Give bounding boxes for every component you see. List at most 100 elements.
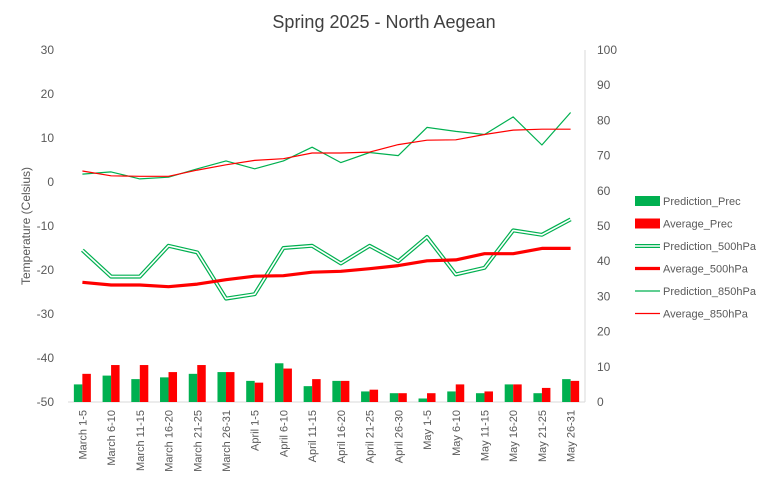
line-Average_500hPa	[82, 246, 571, 289]
bar-Prediction_Prec	[447, 391, 456, 402]
bar-Prediction_Prec	[533, 393, 542, 402]
x-tick-label: May 6-10	[451, 410, 463, 456]
line-Prediction_500hPa-inner	[81, 218, 571, 300]
bar-Average_Prec	[168, 372, 178, 402]
x-tick-label: May 1-5	[422, 410, 434, 450]
bar-Prediction_Prec	[217, 372, 226, 402]
bar-Average_Prec	[369, 389, 379, 402]
y-tick-label: -10	[37, 219, 55, 233]
y2-tick-label: 0	[597, 395, 604, 409]
bar-Prediction_Prec	[562, 379, 571, 402]
bar-Average_Prec	[312, 379, 321, 402]
bar-Average_Prec	[484, 391, 493, 402]
bar-Average_Prec	[225, 372, 235, 402]
y2-tick-label: 90	[597, 78, 611, 92]
legend-item: Average_500hPa	[635, 264, 749, 276]
y2-tick-label: 50	[597, 219, 611, 233]
line-Average_850hPa	[82, 128, 571, 177]
y-tick-label: 0	[47, 175, 54, 189]
legend-swatch	[635, 196, 660, 206]
y-tick-label: -20	[37, 263, 55, 277]
legend-swatch	[635, 218, 660, 229]
y2-tick-label: 60	[597, 184, 611, 198]
bar-Prediction_Prec	[332, 380, 341, 402]
legend-item: Average_Prec	[635, 218, 733, 231]
legend-item: Prediction_850hPa	[635, 286, 757, 298]
bar-Average_Prec	[82, 373, 91, 402]
x-tick-label: April 6-10	[278, 410, 290, 457]
x-tick-label: May 16-20	[508, 410, 520, 462]
bar-Prediction_Prec	[361, 391, 370, 402]
bar-Average_Prec	[340, 380, 350, 402]
y2-tick-label: 70	[597, 149, 611, 163]
y-tick-label: -50	[37, 395, 55, 409]
legend-label: Average_Prec	[663, 219, 733, 231]
x-tick-label: March 6-10	[106, 410, 118, 466]
bar-Average_Prec	[541, 387, 551, 402]
y-tick-label: 30	[41, 43, 55, 57]
legend-item: Prediction_Prec	[635, 196, 741, 208]
legend-item: Prediction_500hPa	[635, 241, 757, 253]
y2-tick-label: 10	[597, 360, 611, 374]
bar-Average_Prec	[254, 382, 264, 402]
bar-Prediction_Prec	[504, 384, 514, 402]
x-tick-label: April 11-15	[307, 410, 319, 462]
bar-Prediction_Prec	[475, 393, 485, 402]
y2-tick-label: 40	[597, 254, 611, 268]
x-tick-label: May 26-31	[566, 410, 578, 462]
bar-Average_Prec	[513, 384, 522, 402]
bar-Average_Prec	[139, 365, 149, 402]
x-tick-label: April 26-30	[393, 410, 405, 463]
bar-Average_Prec	[427, 393, 436, 402]
y2-tick-label: 20	[597, 325, 611, 339]
legend: Prediction_Prec Average_Prec Prediction_50…	[635, 196, 757, 321]
y-axis-label: Temperature (Celsius)	[19, 167, 33, 285]
bar-Average_Prec	[111, 365, 120, 402]
bar-Average_Prec	[570, 380, 580, 402]
y-tick-label: -30	[37, 307, 55, 321]
y2-tick-label: 30	[597, 289, 611, 303]
legend-label: Prediction_850hPa	[663, 286, 757, 298]
bar-Average_Prec	[398, 393, 407, 402]
y2-tick-label: 100	[597, 43, 617, 57]
legend-item: Average_850hPa	[635, 309, 749, 321]
y-tick-label: 20	[41, 87, 55, 101]
chart-title: Spring 2025 - North Aegean	[272, 12, 495, 32]
x-tick-label: April 1-5	[250, 410, 262, 451]
bar-Average_Prec	[455, 384, 465, 402]
bar-Prediction_Prec	[102, 375, 112, 402]
line-Prediction_850hPa	[82, 112, 572, 180]
bar-Prediction_Prec	[131, 379, 140, 402]
ticks: 3020100-10-20-30-40-50100908070605040302…	[37, 43, 618, 472]
legend-label: Prediction_Prec	[663, 196, 741, 208]
y2-tick-label: 80	[597, 113, 611, 127]
bar-Average_Prec	[197, 365, 206, 402]
legend-label: Average_850hPa	[663, 309, 749, 321]
x-tick-label: May 21-25	[537, 410, 549, 462]
legend-label: Average_500hPa	[663, 264, 749, 276]
bars	[73, 363, 580, 402]
bar-Prediction_Prec	[274, 363, 284, 402]
x-tick-label: March 21-25	[192, 410, 204, 472]
x-tick-label: March 26-31	[221, 410, 233, 472]
bar-Prediction_Prec	[418, 398, 428, 402]
lines	[81, 112, 572, 301]
y-tick-label: -40	[37, 351, 55, 365]
bar-Average_Prec	[283, 368, 292, 402]
bar-Prediction_Prec	[73, 384, 83, 402]
axes	[68, 50, 586, 403]
x-tick-label: April 16-20	[336, 410, 348, 463]
bar-Prediction_Prec	[188, 373, 198, 402]
bar-Prediction_Prec	[303, 386, 313, 402]
x-tick-label: March 11-15	[135, 410, 147, 471]
bar-Prediction_Prec	[160, 377, 169, 402]
x-tick-label: May 11-15	[479, 410, 491, 461]
x-tick-label: April 21-25	[365, 410, 377, 463]
y-tick-label: 10	[41, 131, 55, 145]
x-tick-label: March 1-5	[77, 410, 89, 460]
bar-Prediction_Prec	[389, 393, 399, 402]
bar-Prediction_Prec	[246, 380, 255, 402]
x-tick-label: March 16-20	[164, 410, 176, 472]
